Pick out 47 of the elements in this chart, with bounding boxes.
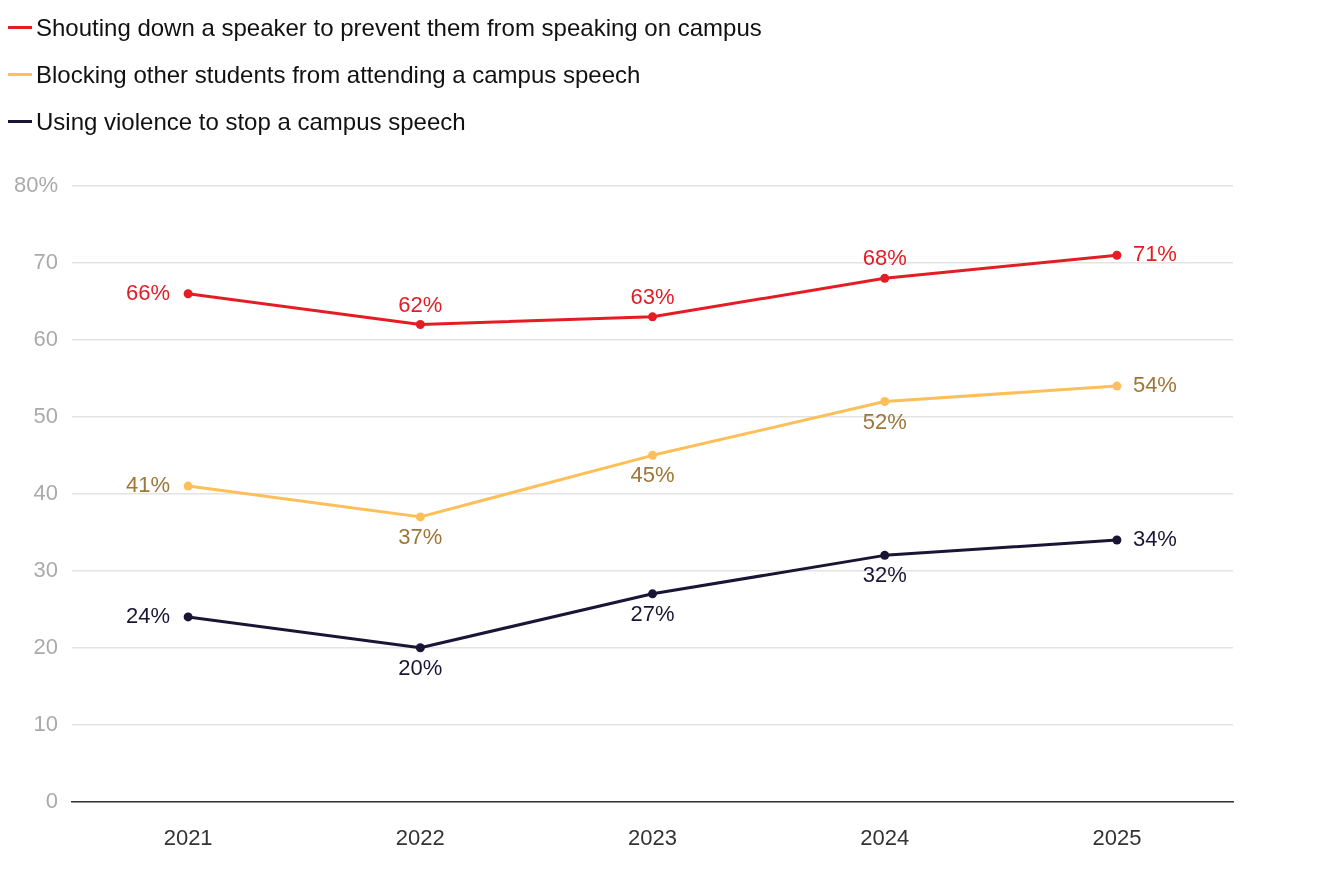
x-tick-label: 2021: [163, 824, 213, 850]
x-tick-label: 2023: [628, 824, 677, 850]
y-tick-label: 10: [33, 710, 59, 736]
point: [183, 612, 193, 622]
point: [1112, 250, 1122, 260]
y-tick-label: 50: [33, 402, 59, 428]
point: [648, 312, 658, 322]
y-tick-label: 30: [33, 556, 59, 582]
point: [1112, 381, 1122, 391]
data-label: 45%: [630, 462, 675, 488]
y-tick-label: 20: [33, 633, 59, 659]
y-tick-label: 80%: [13, 172, 59, 198]
x-tick-label: 2022: [395, 824, 445, 850]
point: [648, 589, 658, 599]
point: [415, 512, 425, 522]
y-tick-label: 40: [33, 479, 59, 505]
data-label: 20%: [398, 654, 443, 680]
data-label: 63%: [630, 283, 675, 309]
point: [183, 289, 193, 299]
point: [880, 273, 890, 283]
point: [648, 450, 658, 460]
data-label: 24%: [126, 602, 171, 628]
x-tick-label: 2024: [860, 824, 910, 850]
point: [183, 481, 193, 491]
data-label: 66%: [126, 279, 171, 305]
data-label: 68%: [862, 245, 907, 271]
x-tick-label: 2025: [1092, 824, 1142, 850]
data-label: 62%: [398, 291, 443, 317]
y-tick-label: 70: [33, 249, 59, 275]
y-tick-label: 0: [45, 787, 59, 813]
point: [880, 396, 890, 406]
y-tick-label: 60: [33, 325, 59, 351]
data-label: 27%: [630, 600, 675, 626]
point: [415, 643, 425, 653]
data-label: 52%: [862, 408, 907, 434]
legend-label: Using violence to stop a campus speech: [36, 107, 466, 136]
data-label: 41%: [126, 472, 171, 498]
point: [880, 550, 890, 560]
data-label: 54%: [1132, 372, 1177, 398]
data-label: 71%: [1132, 241, 1177, 267]
legend-label: Blocking other students from attending a campus speech: [36, 60, 641, 89]
data-label: 37%: [398, 523, 443, 549]
data-label: 34%: [1132, 526, 1177, 552]
point: [415, 320, 425, 330]
legend-label: Shouting down a speaker to prevent them from speaking on campus: [36, 13, 762, 42]
point: [1112, 535, 1122, 545]
data-label: 32%: [862, 562, 907, 588]
